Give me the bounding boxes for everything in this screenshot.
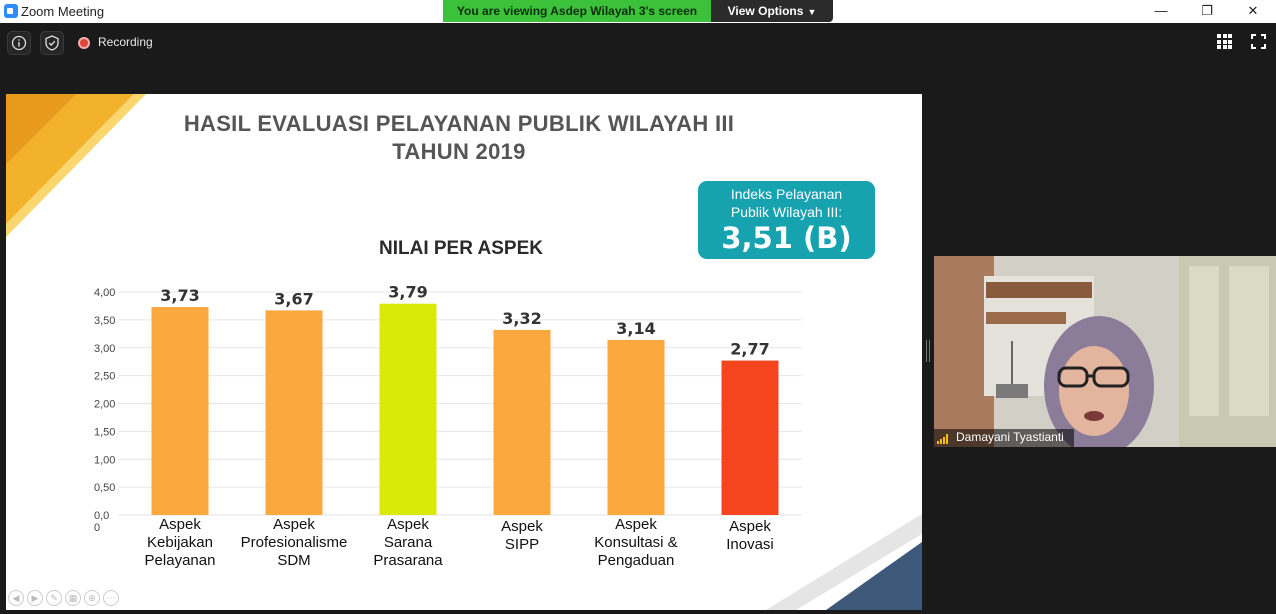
category-label-line: Inovasi <box>726 536 774 553</box>
y-tick-label: 2,50 <box>94 371 115 383</box>
y-tick-label: 3,50 <box>94 315 115 327</box>
bar <box>721 360 779 515</box>
y-tick-label: 3,00 <box>94 343 115 355</box>
y-tick-label: 0,0 <box>94 510 109 522</box>
bar-value-label: 3,79 <box>388 283 427 302</box>
maximize-button[interactable]: ❐ <box>1201 3 1213 18</box>
bar <box>607 339 665 515</box>
participant-name: Damayani Tyastianti <box>956 430 1064 444</box>
category-label-line: SIPP <box>504 536 540 553</box>
next-slide-icon[interactable]: ▶ <box>27 590 43 606</box>
y-tick-label: 4,00 <box>94 287 115 299</box>
category-label: Aspek Sarana Prasarana <box>333 516 483 570</box>
bar-value-label: 3,67 <box>274 289 313 308</box>
bar <box>265 310 323 515</box>
category-label: Aspek Profesionalisme SDM <box>219 516 369 570</box>
more-icon[interactable]: ⋯ <box>103 590 119 606</box>
service-index-box: Indeks Pelayanan Publik Wilayah III: 3,5… <box>698 181 875 259</box>
y-tick-label: 0,50 <box>94 482 115 494</box>
minimize-button[interactable]: — <box>1154 3 1168 18</box>
bar-value-label: 2,77 <box>730 340 769 359</box>
participant-name-bar <box>934 429 1074 447</box>
prev-slide-icon[interactable]: ◀ <box>8 590 24 606</box>
y-tick-label: 1,50 <box>94 426 115 438</box>
slide-title-line2: TAHUN 2019 <box>392 139 526 164</box>
category-label-line: Aspek <box>159 516 201 533</box>
slide-controls[interactable]: ◀ ▶ ✎ ▦ ⊕ ⋯ <box>8 588 148 606</box>
category-label: Aspek Inovasi <box>675 518 825 554</box>
bar-chart: 0,00 0,50 1,00 1,50 2,00 2,50 3,00 3,50 4,00 3,73… <box>94 283 802 534</box>
pen-icon[interactable]: ✎ <box>46 590 62 606</box>
category-label-line: Prasarana <box>373 552 443 569</box>
category-label-line: Konsultasi & <box>594 534 678 551</box>
bar <box>379 303 437 515</box>
category-label-line: Aspek <box>501 518 543 535</box>
audio-level-icon <box>937 434 948 444</box>
slides-icon[interactable]: ▦ <box>65 590 81 606</box>
participant-video[interactable] <box>934 256 1276 447</box>
bar-value-label: 3,32 <box>502 309 541 328</box>
category-label-line: Aspek <box>387 516 429 533</box>
participant-video-frame <box>934 256 1276 447</box>
category-label-line: Pelayanan <box>144 552 216 569</box>
slide-decorations <box>6 94 922 610</box>
category-label-line: Aspek <box>273 516 315 533</box>
window-title: Zoom Meeting <box>21 4 105 19</box>
category-label: Aspek Konsultasi & Pengaduan <box>561 516 711 570</box>
slide-title: HASIL EVALUASI PELAYANAN PUBLIK WILAYAH … <box>6 110 912 166</box>
gallery-view-icon[interactable] <box>1217 34 1232 49</box>
category-label-line: SDM <box>277 552 311 569</box>
y-tick-label: 1,00 <box>94 454 115 466</box>
bar <box>493 329 551 515</box>
bar-value-label: 3,73 <box>160 286 199 305</box>
info-icon[interactable] <box>7 31 31 55</box>
panel-resize-handle[interactable] <box>926 340 930 362</box>
zoom-icon[interactable]: ⊕ <box>84 590 100 606</box>
category-label-line: Pengaduan <box>597 552 675 569</box>
category-label: Aspek Kebijakan Pelayanan <box>105 516 255 570</box>
chart-title: NILAI PER ASPEK <box>379 238 543 259</box>
y-tick-label: 0 <box>94 522 100 534</box>
shield-icon[interactable] <box>40 31 64 55</box>
chevron-down-icon: ▼ <box>807 7 817 17</box>
index-label-line2: Publik Wilayah III: <box>730 204 843 220</box>
category-label-line: Aspek <box>615 516 657 533</box>
category-label-line: Kebijakan <box>147 534 213 551</box>
category-label: Aspek SIPP <box>447 518 597 554</box>
index-label-line1: Indeks Pelayanan <box>730 186 843 202</box>
index-value: 3,51 (B) <box>721 221 852 255</box>
index-label: Indeks Pelayanan Publik Wilayah III: <box>698 185 875 221</box>
close-button[interactable]: ✕ <box>1247 3 1259 18</box>
recording-icon <box>78 37 90 49</box>
bar-value-label: 3,14 <box>616 319 655 338</box>
recording-label: Recording <box>98 35 153 49</box>
category-label-line: Sarana <box>383 534 433 551</box>
fullscreen-icon[interactable] <box>1251 34 1266 49</box>
bar <box>151 307 209 515</box>
screen-share-banner: You are viewing Asdep Wilayah 3's screen <box>443 0 711 22</box>
category-label-line: Aspek <box>729 518 771 535</box>
zoom-app-icon <box>4 4 18 18</box>
view-options-button[interactable]: View Options ▼ <box>711 0 833 22</box>
category-label-line: Profesionalisme <box>240 534 348 551</box>
shared-slide: HASIL EVALUASI PELAYANAN PUBLIK WILAYAH … <box>6 94 922 610</box>
y-tick-label: 2,00 <box>94 399 115 411</box>
slide-title-line1: HASIL EVALUASI PELAYANAN PUBLIK WILAYAH … <box>183 111 735 136</box>
view-options-label: View Options <box>727 4 804 18</box>
